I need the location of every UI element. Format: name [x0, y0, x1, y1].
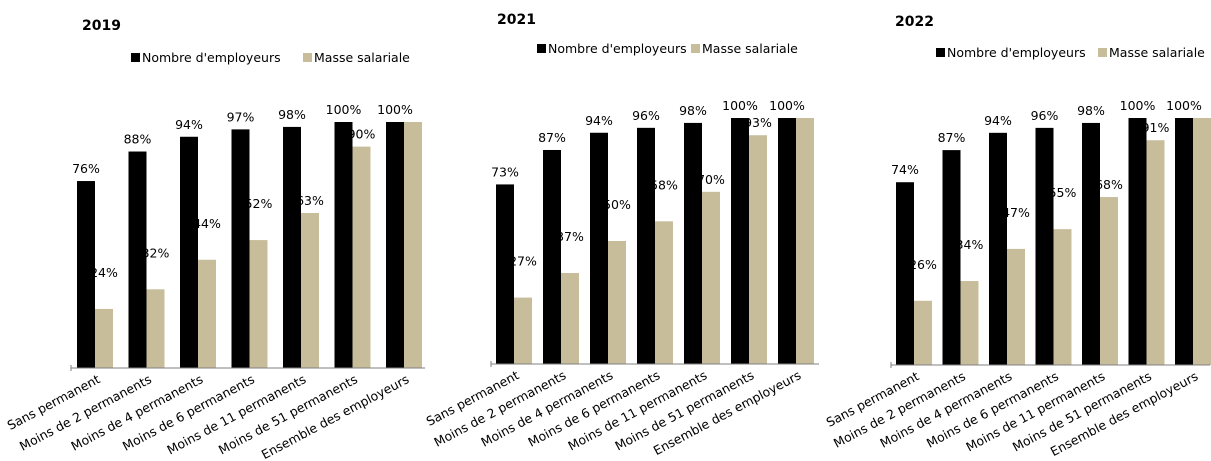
data-label: 96% — [1031, 108, 1059, 123]
data-label: 96% — [632, 108, 660, 123]
bar-nombre-employeurs — [778, 118, 796, 364]
chart-title: 2021 — [497, 12, 536, 28]
data-label: 58% — [650, 177, 678, 192]
bar-masse-salariale — [146, 289, 165, 368]
bar-masse-salariale — [914, 300, 932, 365]
data-label: 52% — [245, 196, 273, 211]
bar-nombre-employeurs — [496, 184, 514, 364]
data-label: 68% — [1095, 177, 1123, 192]
data-label: 26% — [909, 257, 937, 272]
chart-title: 2019 — [82, 18, 121, 34]
bar-nombre-employeurs — [128, 151, 147, 368]
legend-label: Masse salariale — [314, 50, 410, 65]
bar-nombre-employeurs — [731, 118, 749, 364]
data-label: 87% — [538, 130, 566, 145]
bar-masse-salariale — [352, 146, 371, 368]
data-label: 91% — [1142, 120, 1170, 135]
bar-nombre-employeurs — [637, 127, 655, 364]
data-label: 98% — [679, 103, 707, 118]
bar-nombre-employeurs — [543, 149, 561, 364]
bar-masse-salariale — [514, 297, 532, 364]
legend-swatch — [537, 44, 546, 53]
data-label: 70% — [697, 172, 725, 187]
legend-swatch — [303, 53, 312, 62]
legend-swatch — [131, 53, 140, 62]
data-label: 100% — [1120, 98, 1156, 113]
data-label: 63% — [296, 193, 324, 208]
bar-masse-salariale — [1007, 248, 1025, 365]
data-label: 100% — [326, 102, 362, 117]
bar-masse-salariale — [608, 241, 626, 364]
bar-masse-salariale — [561, 272, 579, 364]
data-label: 27% — [509, 254, 537, 269]
data-label: 100% — [769, 98, 805, 113]
data-label: 98% — [1077, 103, 1105, 118]
legend-label: Nombre d'employeurs — [947, 45, 1086, 60]
bar-masse-salariale — [404, 122, 422, 368]
data-label: 87% — [938, 130, 966, 145]
data-label: 76% — [72, 161, 100, 176]
bar-nombre-employeurs — [590, 132, 608, 364]
bar-nombre-employeurs — [334, 122, 353, 368]
data-label: 88% — [124, 132, 152, 147]
data-label: 74% — [891, 162, 919, 177]
bar-masse-salariale — [1053, 229, 1072, 365]
data-label: 100% — [722, 98, 758, 113]
bar-nombre-employeurs — [283, 126, 301, 368]
data-label: 93% — [744, 115, 772, 130]
bar-masse-salariale — [702, 191, 720, 364]
data-label: 100% — [1166, 98, 1202, 113]
legend-label: Masse salariale — [1109, 45, 1205, 60]
bar-nombre-employeurs — [1035, 127, 1054, 365]
bar-nombre-employeurs — [1082, 122, 1100, 365]
bar-masse-salariale — [1193, 118, 1211, 365]
bar-nombre-employeurs — [684, 122, 702, 364]
bar-nombre-employeurs — [1175, 118, 1193, 365]
data-label: 94% — [585, 113, 613, 128]
bar-nombre-employeurs — [180, 136, 198, 368]
bar-nombre-employeurs — [896, 182, 914, 365]
data-label: 24% — [90, 265, 118, 280]
data-label: 55% — [1049, 185, 1077, 200]
bar-masse-salariale — [198, 259, 216, 368]
bar-masse-salariale — [95, 308, 113, 368]
legend-label: Nombre d'employeurs — [548, 41, 687, 56]
data-label: 94% — [984, 113, 1012, 128]
legend-swatch — [691, 44, 700, 53]
bar-masse-salariale — [301, 213, 319, 368]
data-label: 32% — [142, 245, 170, 260]
data-label: 100% — [377, 102, 413, 117]
data-label: 90% — [348, 127, 376, 142]
data-label: 37% — [556, 229, 584, 244]
legend-swatch — [936, 48, 945, 57]
bar-nombre-employeurs — [989, 132, 1007, 365]
data-label: 47% — [1002, 205, 1030, 220]
chart-title: 2022 — [895, 14, 934, 30]
bar-nombre-employeurs — [231, 129, 250, 368]
bar-masse-salariale — [796, 118, 814, 364]
bar-nombre-employeurs — [1128, 118, 1147, 365]
bar-nombre-employeurs — [77, 181, 95, 368]
data-label: 34% — [956, 237, 984, 252]
data-label: 98% — [278, 107, 306, 122]
bar-nombre-employeurs — [942, 150, 961, 365]
data-label: 73% — [491, 164, 519, 179]
bar-masse-salariale — [655, 221, 673, 364]
bar-masse-salariale — [1146, 140, 1165, 365]
bar-nombre-employeurs — [386, 122, 404, 368]
bar-masse-salariale — [960, 281, 979, 365]
data-label: 97% — [227, 109, 255, 124]
bar-masse-salariale — [249, 240, 268, 368]
data-label: 44% — [193, 216, 221, 231]
bar-masse-salariale — [749, 135, 767, 364]
bar-masse-salariale — [1100, 197, 1118, 365]
legend-swatch — [1098, 48, 1107, 57]
data-label: 50% — [603, 197, 631, 212]
data-label: 94% — [175, 117, 203, 132]
legend-label: Masse salariale — [702, 41, 798, 56]
legend-label: Nombre d'employeurs — [142, 50, 281, 65]
